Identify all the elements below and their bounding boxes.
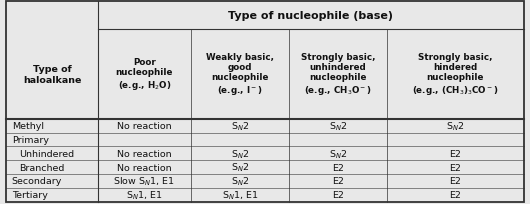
Text: Strongly basic,
unhindered
nucleophile
(e.g., CH$_3$O$^-$): Strongly basic, unhindered nucleophile (… — [301, 52, 375, 97]
Text: E2: E2 — [449, 163, 461, 172]
Text: S$_N$2: S$_N$2 — [231, 120, 249, 132]
Text: E2: E2 — [332, 163, 344, 172]
Text: Primary: Primary — [12, 135, 49, 144]
Text: S$_N$2: S$_N$2 — [231, 175, 249, 187]
Text: Unhindered: Unhindered — [20, 149, 75, 158]
Text: S$_N$2: S$_N$2 — [231, 161, 249, 174]
Text: No reaction: No reaction — [117, 163, 172, 172]
Text: S$_N$2: S$_N$2 — [329, 147, 347, 160]
Text: E2: E2 — [449, 149, 461, 158]
Text: Weakly basic,
good
nucleophile
(e.g., I$^-$): Weakly basic, good nucleophile (e.g., I$… — [206, 52, 274, 97]
Text: No reaction: No reaction — [117, 149, 172, 158]
Text: Branched: Branched — [20, 163, 65, 172]
Text: S$_N$2: S$_N$2 — [231, 147, 249, 160]
Text: E2: E2 — [332, 176, 344, 185]
Text: S$_N$2: S$_N$2 — [329, 120, 347, 132]
Text: Slow S$_N$1, E1: Slow S$_N$1, E1 — [113, 175, 175, 187]
Text: Methyl: Methyl — [12, 122, 43, 131]
Text: E2: E2 — [449, 190, 461, 199]
Text: Tertiary: Tertiary — [12, 190, 48, 199]
Text: Strongly basic,
hindered
nucleophile
(e.g., (CH$_3$)$_3$CO$^-$): Strongly basic, hindered nucleophile (e.… — [412, 52, 499, 97]
Text: S$_N$1, E1: S$_N$1, E1 — [222, 188, 258, 201]
Text: Poor
nucleophile
(e.g., H$_2$O): Poor nucleophile (e.g., H$_2$O) — [116, 58, 173, 91]
Text: Type of
haloalkane: Type of haloalkane — [23, 65, 82, 84]
Text: E2: E2 — [449, 176, 461, 185]
Text: No reaction: No reaction — [117, 122, 172, 131]
Text: S$_N$2: S$_N$2 — [446, 120, 464, 132]
Text: Type of nucleophile (base): Type of nucleophile (base) — [228, 11, 393, 21]
Text: E2: E2 — [332, 190, 344, 199]
Text: S$_N$1, E1: S$_N$1, E1 — [126, 188, 163, 201]
Text: Secondary: Secondary — [12, 176, 62, 185]
